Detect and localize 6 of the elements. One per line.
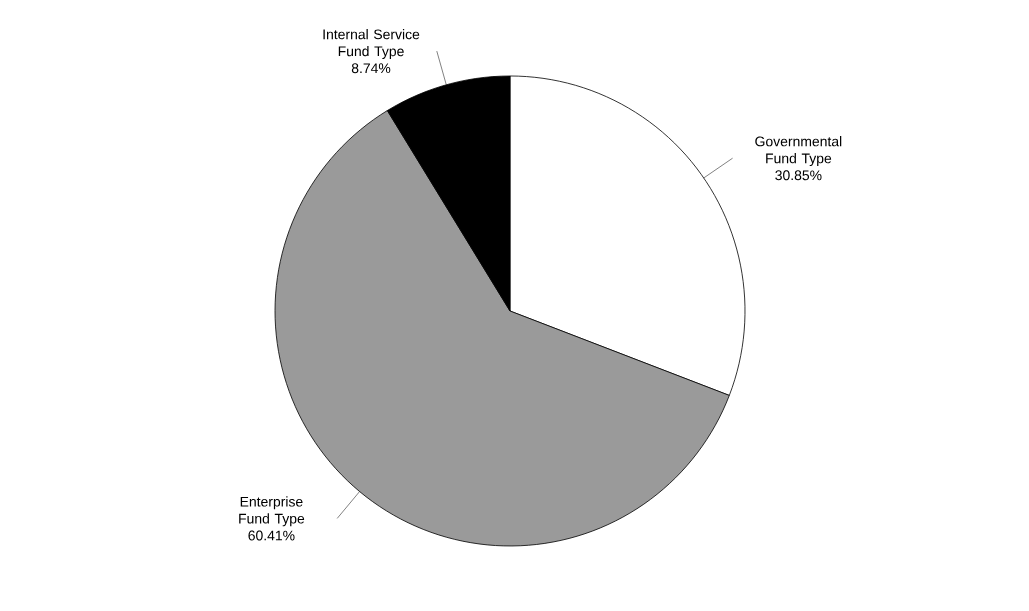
slice-label: Governmental Fund Type	[755, 136, 842, 167]
data-label: 60.41%	[248, 530, 295, 541]
data-label: 8.74%	[351, 63, 391, 74]
legend-label: Enterprise Fund Type	[239, 496, 305, 527]
slice-label: Internal Service Fund Type	[323, 29, 420, 59]
data-label: 30.85%	[775, 170, 822, 181]
